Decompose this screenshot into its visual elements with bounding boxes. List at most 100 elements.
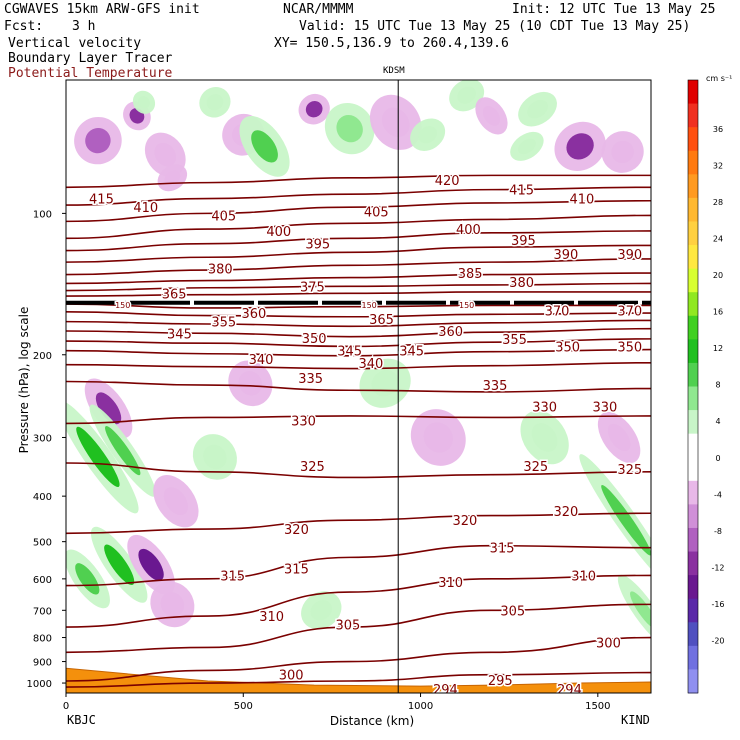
w-cell-core [75,563,100,595]
w-cell-core [566,133,594,160]
theta-label: 315 [284,562,309,577]
y-tick-label: 700 [33,606,52,617]
colorbar-swatch [688,622,698,647]
theta-label: 294 [433,683,458,698]
theta-label: 355 [211,316,236,331]
colorbar-swatch [688,80,698,105]
y-tick-label: 600 [33,575,52,586]
w-cell-core [138,96,150,109]
colorbar-tick-label: 4 [715,417,720,426]
colorbar-swatch [688,362,698,387]
theta-label: 415 [89,193,114,208]
colorbar-swatch [688,433,698,458]
theta-label: 335 [483,379,508,394]
terrain-fill [66,667,651,693]
terrain-boundary-layer [66,667,651,693]
theta-label: 380 [509,276,534,291]
y-tick-label: 900 [33,658,52,669]
w-cell-core [85,128,111,154]
colorbar-swatch [688,504,698,529]
theta-label: 330 [532,401,557,416]
field-boundary-layer-tracer: Boundary Layer Tracer [8,51,173,66]
colorbar-tick-label: -20 [711,636,724,645]
theta-label: 400 [266,225,291,240]
theta-contour-410 [66,199,651,223]
w-cell-core [238,371,263,396]
theta-contour-330 [66,415,651,425]
x-tick-label: 0 [63,701,69,712]
w-cell-core [482,105,501,126]
x-axis-ticks: 0 500 1000 1500 [63,693,611,712]
colorbar-tick-label: 36 [713,125,723,134]
theta-label: 375 [300,280,325,295]
theta-label: 340 [358,357,383,372]
colorbar-tick-label: 20 [713,271,723,280]
theta-label: 410 [133,201,158,216]
theta-contour-320 [66,512,651,535]
theta-label: 320 [452,514,477,529]
theta-contour-390 [66,258,651,276]
field-vertical-velocity: Vertical velocity [8,36,142,51]
theta-label: 305 [335,618,360,633]
w-cell-core [105,426,141,476]
w-cell-core [381,107,410,138]
theta-label: 300 [596,637,621,652]
colorbar-tick-label: 8 [715,381,720,390]
colorbar-unit: cm s⁻¹ [706,74,732,83]
w-cell-core [163,487,188,516]
theta-label: 410 [569,193,594,208]
theta-label: 365 [162,287,187,302]
w-cell-core [95,392,122,425]
theta-label: 325 [300,460,325,475]
colorbar-swatch [688,315,698,340]
theta-label: 360 [241,307,266,322]
theta-label: 320 [553,505,578,520]
theta-contour-355 [66,327,651,338]
colorbar-swatch [688,197,698,222]
w-cell-core [76,426,120,488]
forecast-label: Fcst: [4,19,44,34]
theta-label: 365 [369,313,394,328]
theta-label: 305 [500,604,525,619]
x-tick-label: 1500 [585,701,610,712]
theta-contour-380 [66,282,651,292]
x-tick-label: 1000 [408,701,433,712]
colorbar-swatch [688,575,698,600]
y-tick-label: 300 [33,433,52,444]
theta-label: 400 [456,223,481,238]
theta-contour-295 [66,671,651,688]
theta-contour-365 [66,310,651,318]
y-axis-ticks: 100 200 300 400 500 600 700 800 900 1000 [27,209,66,690]
theta-contour-labels: 420 415 415 410 410 405 405 400 400 395 395 390 390 3… [88,173,644,698]
theta-label: 310 [438,576,463,591]
theta-label: 345 [399,345,424,360]
theta-label: 415 [509,184,534,199]
forecast-hours: 3 h [72,19,96,34]
theta-contour-405 [66,214,651,240]
w-cell-core [336,114,363,143]
org-label: NCAR/MMMM [283,2,354,17]
theta-label: 380 [208,262,233,277]
theta-contour-305 [66,603,651,654]
theta-contour-335 [66,380,651,393]
colorbar-swatch [688,598,698,623]
valid-time: Valid: 15 UTC Tue 13 May 25 (10 CDT Tue … [299,19,691,34]
theta-label: 390 [553,248,578,263]
theta-label: 390 [617,248,642,263]
colorbar-swatch [688,150,698,175]
theta-contour-385 [66,272,651,285]
colorbar-swatch [688,127,698,152]
theta-label: 385 [458,267,483,282]
station-kind-label: KIND [621,713,650,727]
theta-label: 350 [302,332,327,347]
w-cell-core [160,592,185,617]
field-potential-temperature: Potential Temperature [8,66,173,81]
colorbar-swatch [688,103,698,128]
theta-label: 360 [438,325,463,340]
colorbar-swatch [688,410,698,435]
w-cell-core [164,170,181,185]
theta-label: 335 [298,372,323,387]
theta-contour-340 [66,361,651,370]
w-cell-core [203,444,227,470]
